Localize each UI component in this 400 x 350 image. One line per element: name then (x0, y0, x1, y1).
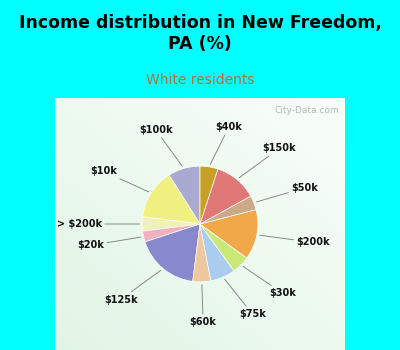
Wedge shape (200, 224, 247, 271)
Wedge shape (200, 210, 258, 258)
Wedge shape (142, 217, 200, 231)
Text: $60k: $60k (190, 285, 216, 327)
Text: $30k: $30k (243, 266, 296, 298)
Text: $100k: $100k (139, 125, 182, 166)
Text: $10k: $10k (90, 167, 149, 192)
Text: $40k: $40k (210, 122, 242, 164)
Wedge shape (169, 166, 200, 224)
Wedge shape (142, 224, 200, 242)
Text: $200k: $200k (260, 235, 330, 247)
Wedge shape (142, 175, 200, 224)
Text: $125k: $125k (104, 270, 161, 304)
Text: $75k: $75k (225, 279, 266, 319)
Text: $50k: $50k (256, 183, 318, 202)
Wedge shape (145, 224, 200, 281)
Text: > $200k: > $200k (57, 219, 139, 229)
Wedge shape (193, 224, 211, 282)
Wedge shape (200, 224, 234, 281)
Text: $150k: $150k (239, 144, 296, 178)
Wedge shape (200, 196, 256, 224)
Wedge shape (200, 169, 251, 224)
Text: Income distribution in New Freedom,
PA (%): Income distribution in New Freedom, PA (… (18, 14, 382, 53)
Wedge shape (200, 166, 218, 224)
Text: City-Data.com: City-Data.com (274, 106, 339, 114)
Text: $20k: $20k (78, 237, 141, 250)
Text: White residents: White residents (146, 74, 254, 88)
